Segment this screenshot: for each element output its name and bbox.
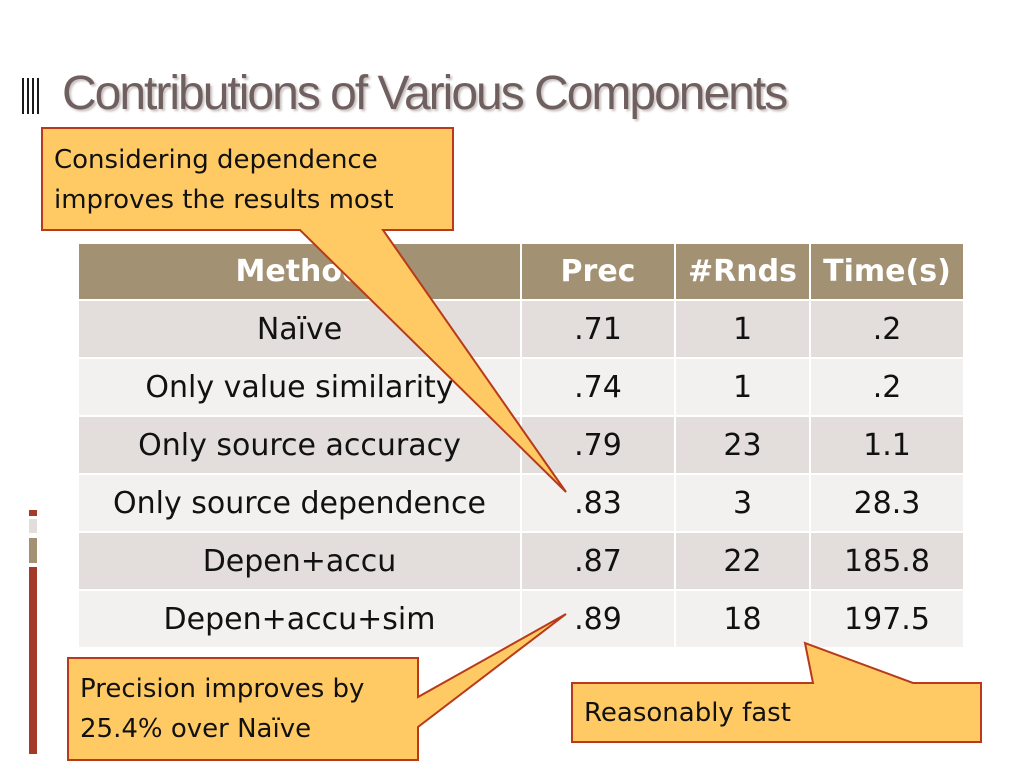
prec-cell: .71 bbox=[520, 299, 676, 359]
method-cell: Naïve bbox=[77, 299, 522, 359]
time-cell: 197.5 bbox=[809, 589, 965, 649]
precision-callout: Precision improves by 25.4% over Naïve bbox=[80, 669, 364, 749]
method-cell: Only value similarity bbox=[77, 357, 522, 417]
table-row: Only value similarity .74 1 .2 bbox=[77, 357, 965, 417]
header-method: Method bbox=[77, 242, 522, 301]
accent-bar-light bbox=[29, 519, 37, 533]
time-cell: 1.1 bbox=[809, 415, 965, 475]
time-cell: .2 bbox=[809, 357, 965, 417]
header-time: Time(s) bbox=[809, 242, 965, 301]
dependence-callout-line2: improves the results most bbox=[54, 185, 394, 215]
prec-cell: .89 bbox=[520, 589, 676, 649]
rnds-cell: 1 bbox=[674, 299, 811, 359]
rnds-cell: 23 bbox=[674, 415, 811, 475]
rnds-cell: 1 bbox=[674, 357, 811, 417]
rnds-cell: 18 bbox=[674, 589, 811, 649]
time-cell: .2 bbox=[809, 299, 965, 359]
method-cell: Only source dependence bbox=[77, 473, 522, 533]
slide-title: Contributions of Various Components bbox=[62, 67, 788, 120]
time-cell: 185.8 bbox=[809, 531, 965, 591]
accent-bar-tan bbox=[29, 538, 37, 563]
accent-bar-red-small bbox=[29, 510, 37, 516]
speed-callout-line1: Reasonably fast bbox=[584, 698, 791, 728]
table-header-row: Method Prec #Rnds Time(s) bbox=[77, 242, 965, 301]
table-row: Depen+accu .87 22 185.8 bbox=[77, 531, 965, 591]
table-row: Only source dependence .83 3 28.3 bbox=[77, 473, 965, 533]
prec-cell: .87 bbox=[520, 531, 676, 591]
method-cell: Depen+accu bbox=[77, 531, 522, 591]
header-rnds: #Rnds bbox=[674, 242, 811, 301]
time-cell: 28.3 bbox=[809, 473, 965, 533]
table-row: Only source accuracy .79 23 1.1 bbox=[77, 415, 965, 475]
dependence-callout-line1: Considering dependence bbox=[54, 145, 378, 175]
rnds-cell: 3 bbox=[674, 473, 811, 533]
rnds-cell: 22 bbox=[674, 531, 811, 591]
results-table: Method Prec #Rnds Time(s) Naïve .71 1 .2… bbox=[77, 242, 965, 649]
method-cell: Depen+accu+sim bbox=[77, 589, 522, 649]
dependence-callout: Considering dependence improves the resu… bbox=[54, 140, 394, 220]
accent-bar-red-long bbox=[29, 567, 37, 754]
speed-callout: Reasonably fast bbox=[584, 693, 791, 733]
precision-callout-line2: 25.4% over Naïve bbox=[80, 714, 312, 744]
header-prec: Prec bbox=[520, 242, 676, 301]
method-cell: Only source accuracy bbox=[77, 415, 522, 475]
table-row: Naïve .71 1 .2 bbox=[77, 299, 965, 359]
prec-cell: .83 bbox=[520, 473, 676, 533]
prec-cell: .74 bbox=[520, 357, 676, 417]
precision-callout-line1: Precision improves by bbox=[80, 674, 365, 704]
prec-cell: .79 bbox=[520, 415, 676, 475]
table-row: Depen+accu+sim .89 18 197.5 bbox=[77, 589, 965, 649]
title-bullet-icon bbox=[22, 78, 40, 114]
